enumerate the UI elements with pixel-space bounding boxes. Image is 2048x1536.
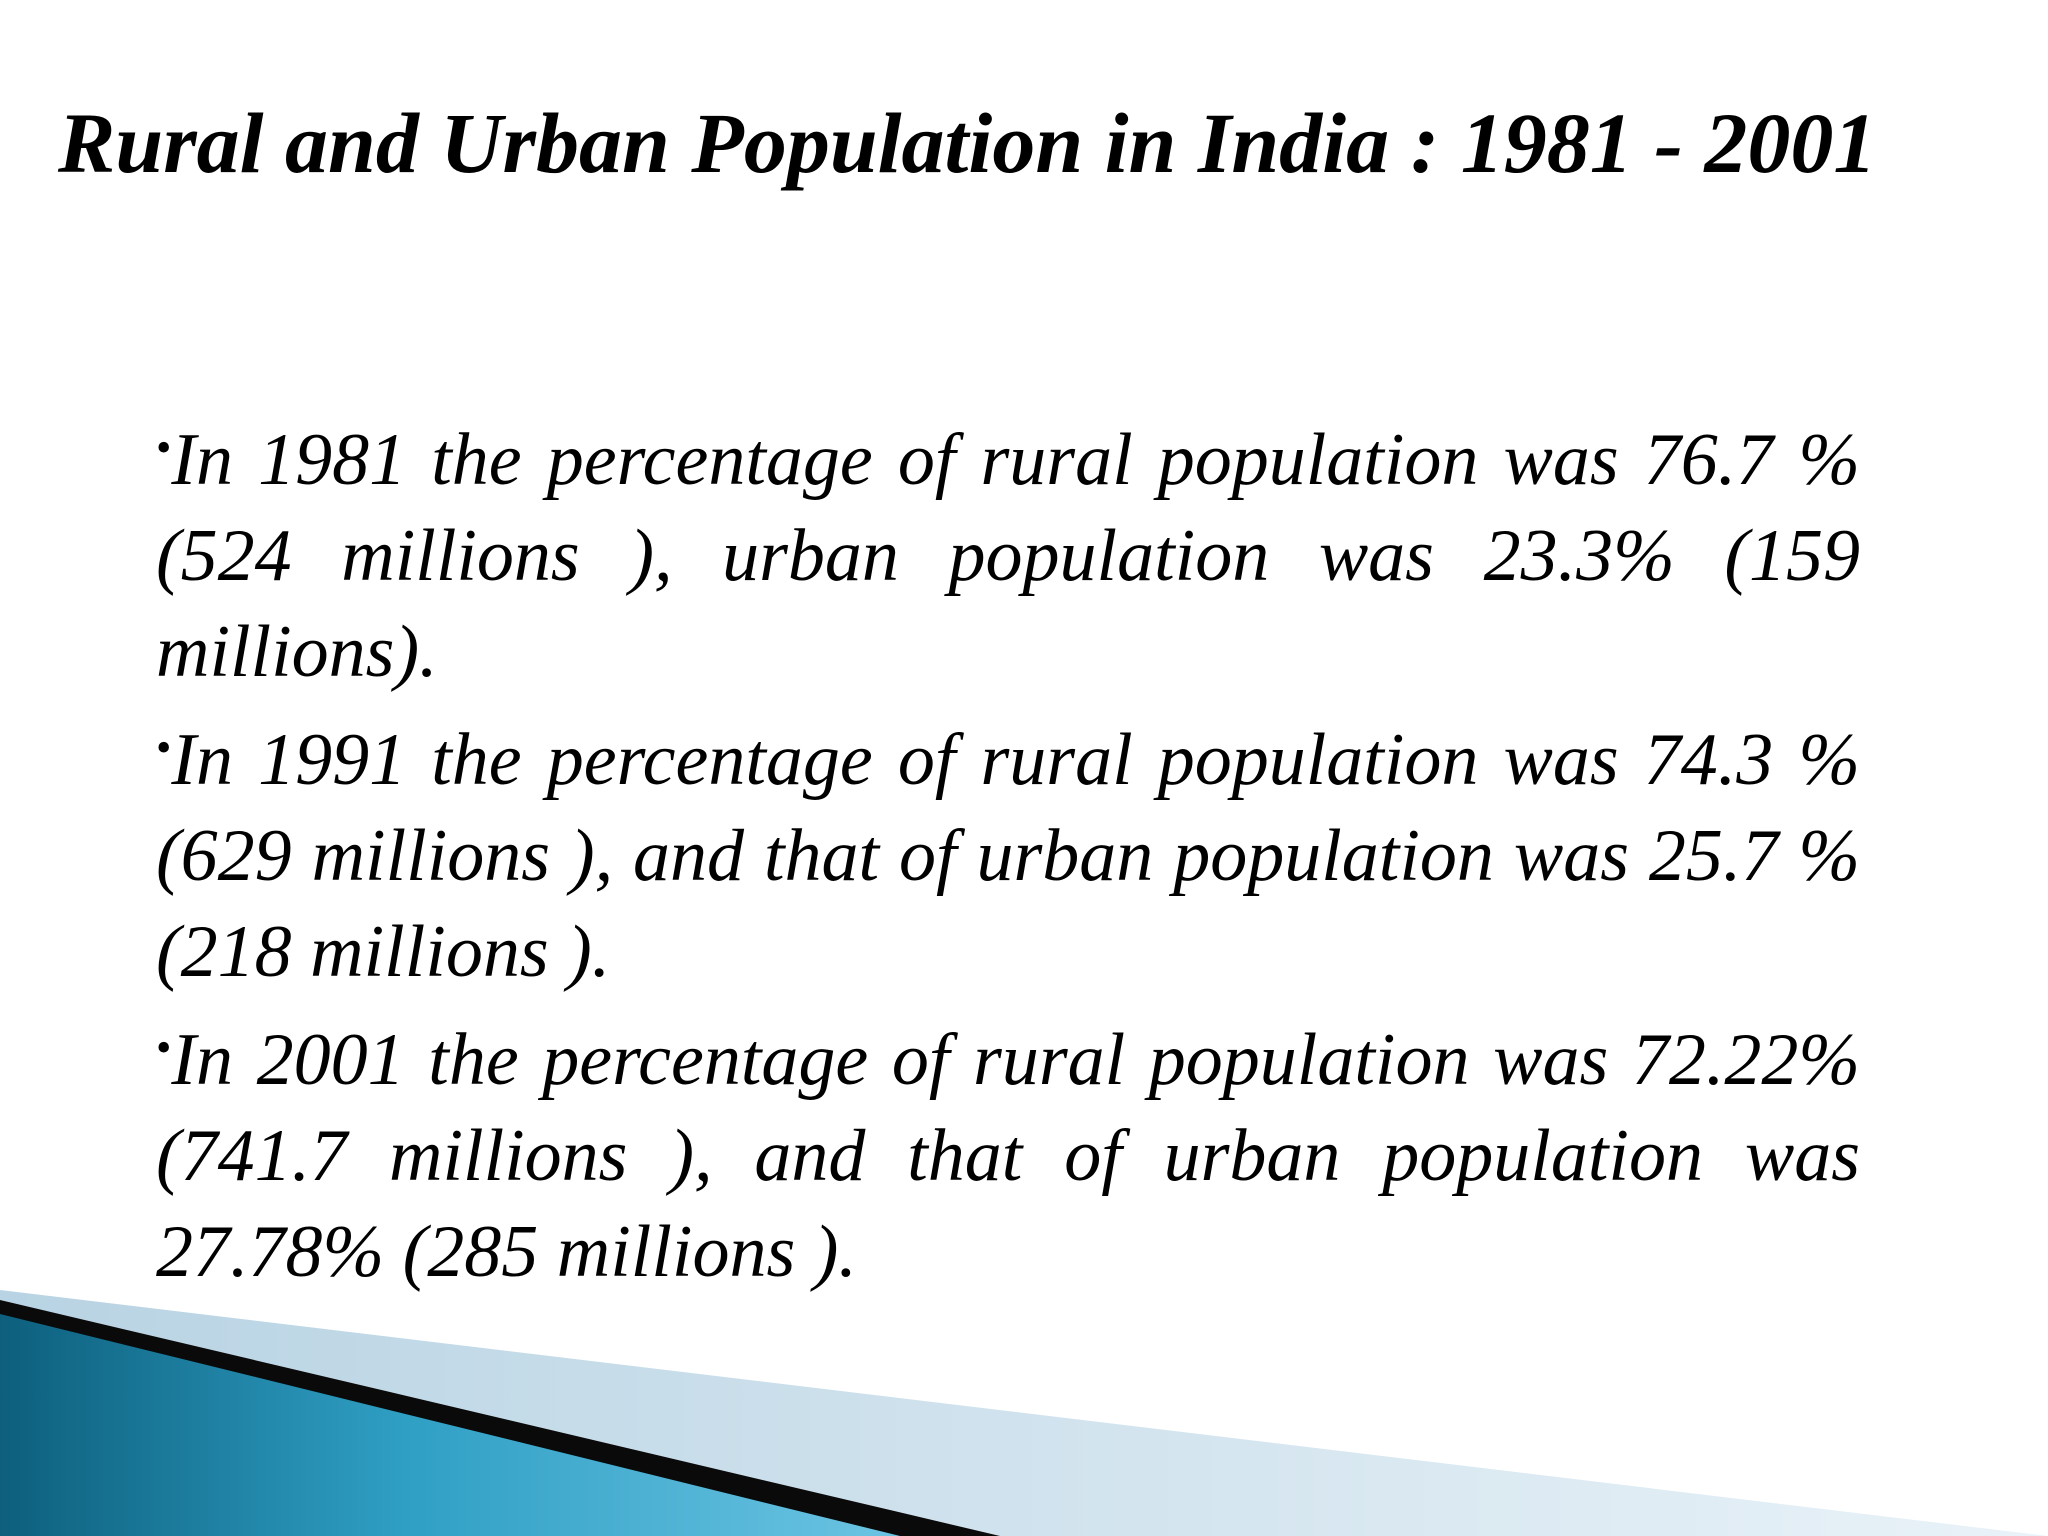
bullet-text: In 2001 the percentage of rural populati…: [156, 1019, 1860, 1293]
bullet-item-1981: •In 1981 the percentage of rural populat…: [156, 400, 1860, 700]
bullet-marker: •: [156, 1023, 172, 1072]
bullet-list: •In 1981 the percentage of rural populat…: [156, 400, 1860, 1300]
bullet-text: In 1991 the percentage of rural populati…: [156, 719, 1860, 993]
corner-swoosh-decoration: [0, 1290, 2048, 1536]
bullet-item-1991: •In 1991 the percentage of rural populat…: [156, 700, 1860, 1000]
bullet-marker: •: [156, 423, 172, 472]
bullet-text: In 1981 the percentage of rural populati…: [156, 419, 1860, 693]
blue-wedge-shape: [0, 1314, 900, 1536]
bullet-marker: •: [156, 723, 172, 772]
slide-title: Rural and Urban Population in India : 19…: [58, 95, 1877, 191]
bullet-item-2001: •In 2001 the percentage of rural populat…: [156, 1000, 1860, 1300]
